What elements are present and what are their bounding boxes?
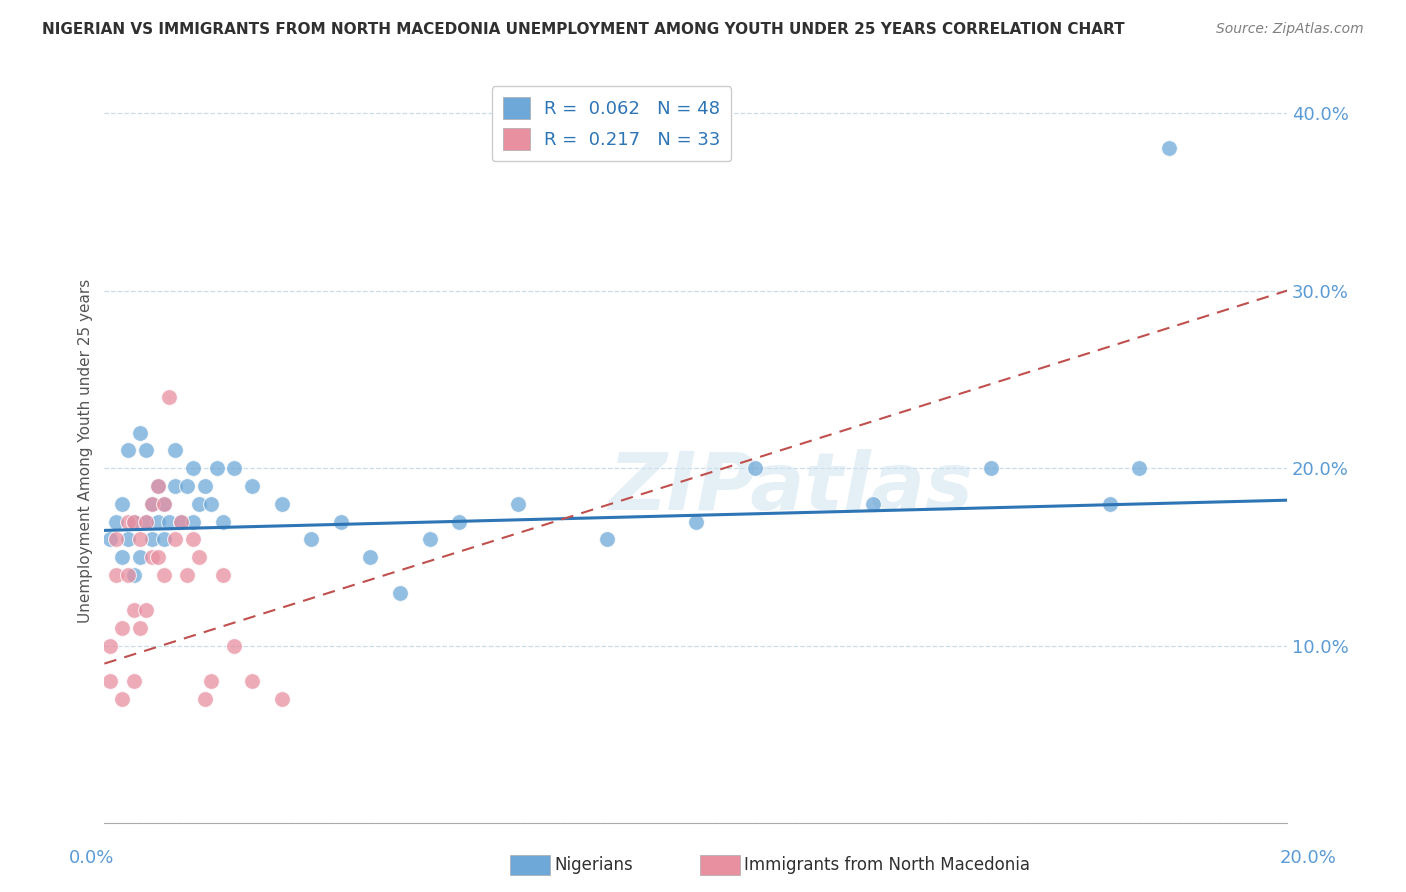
- Point: [159, 390, 181, 404]
- Point: [111, 692, 134, 706]
- Point: [240, 674, 263, 689]
- Point: [224, 461, 246, 475]
- Point: [111, 549, 134, 564]
- Point: [419, 533, 441, 547]
- Point: [146, 515, 169, 529]
- Point: [122, 567, 145, 582]
- Y-axis label: Unemployment Among Youth under 25 years: Unemployment Among Youth under 25 years: [79, 278, 93, 623]
- Point: [152, 533, 174, 547]
- Point: [211, 515, 233, 529]
- Point: [122, 603, 145, 617]
- Point: [596, 533, 619, 547]
- Point: [170, 515, 193, 529]
- Point: [224, 639, 246, 653]
- Text: Immigrants from North Macedonia: Immigrants from North Macedonia: [744, 856, 1029, 874]
- Point: [98, 533, 121, 547]
- Point: [181, 461, 204, 475]
- Point: [122, 674, 145, 689]
- Point: [128, 533, 150, 547]
- Point: [170, 515, 193, 529]
- Text: Source: ZipAtlas.com: Source: ZipAtlas.com: [1216, 22, 1364, 37]
- Point: [176, 479, 198, 493]
- Point: [270, 692, 292, 706]
- Point: [105, 567, 128, 582]
- Point: [146, 549, 169, 564]
- Point: [176, 567, 198, 582]
- Point: [98, 674, 121, 689]
- Point: [1098, 497, 1121, 511]
- Point: [240, 479, 263, 493]
- Point: [200, 497, 222, 511]
- Point: [135, 603, 157, 617]
- Point: [141, 549, 163, 564]
- Point: [188, 549, 211, 564]
- Point: [862, 497, 884, 511]
- Text: NIGERIAN VS IMMIGRANTS FROM NORTH MACEDONIA UNEMPLOYMENT AMONG YOUTH UNDER 25 YE: NIGERIAN VS IMMIGRANTS FROM NORTH MACEDO…: [42, 22, 1125, 37]
- Point: [135, 515, 157, 529]
- Point: [165, 479, 187, 493]
- Text: 20.0%: 20.0%: [1279, 849, 1336, 867]
- Point: [159, 515, 181, 529]
- Point: [122, 515, 145, 529]
- Point: [329, 515, 352, 529]
- Point: [135, 515, 157, 529]
- Point: [165, 443, 187, 458]
- Point: [200, 674, 222, 689]
- Point: [270, 497, 292, 511]
- Point: [117, 443, 139, 458]
- Text: Nigerians: Nigerians: [554, 856, 633, 874]
- Point: [194, 692, 217, 706]
- Point: [141, 533, 163, 547]
- Point: [105, 533, 128, 547]
- Point: [299, 533, 322, 547]
- Point: [744, 461, 766, 475]
- Point: [449, 515, 471, 529]
- Point: [152, 497, 174, 511]
- Point: [194, 479, 217, 493]
- Point: [117, 515, 139, 529]
- Point: [146, 479, 169, 493]
- Point: [146, 479, 169, 493]
- Point: [111, 621, 134, 635]
- Point: [117, 533, 139, 547]
- Point: [105, 515, 128, 529]
- Point: [128, 549, 150, 564]
- Point: [980, 461, 1002, 475]
- Point: [117, 567, 139, 582]
- Point: [205, 461, 228, 475]
- Point: [389, 585, 412, 599]
- Point: [508, 497, 530, 511]
- Point: [152, 497, 174, 511]
- Point: [1157, 141, 1180, 155]
- Point: [141, 497, 163, 511]
- Point: [165, 533, 187, 547]
- Point: [128, 621, 150, 635]
- Text: 0.0%: 0.0%: [69, 849, 114, 867]
- Point: [211, 567, 233, 582]
- Point: [122, 515, 145, 529]
- Point: [188, 497, 211, 511]
- Point: [141, 497, 163, 511]
- Point: [128, 425, 150, 440]
- Point: [111, 497, 134, 511]
- Point: [152, 567, 174, 582]
- Point: [98, 639, 121, 653]
- Point: [135, 443, 157, 458]
- Point: [181, 515, 204, 529]
- Point: [685, 515, 707, 529]
- Point: [1128, 461, 1150, 475]
- Text: ZIPatlas: ZIPatlas: [607, 449, 973, 527]
- Point: [360, 549, 382, 564]
- Legend: R =  0.062   N = 48, R =  0.217   N = 33: R = 0.062 N = 48, R = 0.217 N = 33: [492, 87, 731, 161]
- Point: [181, 533, 204, 547]
